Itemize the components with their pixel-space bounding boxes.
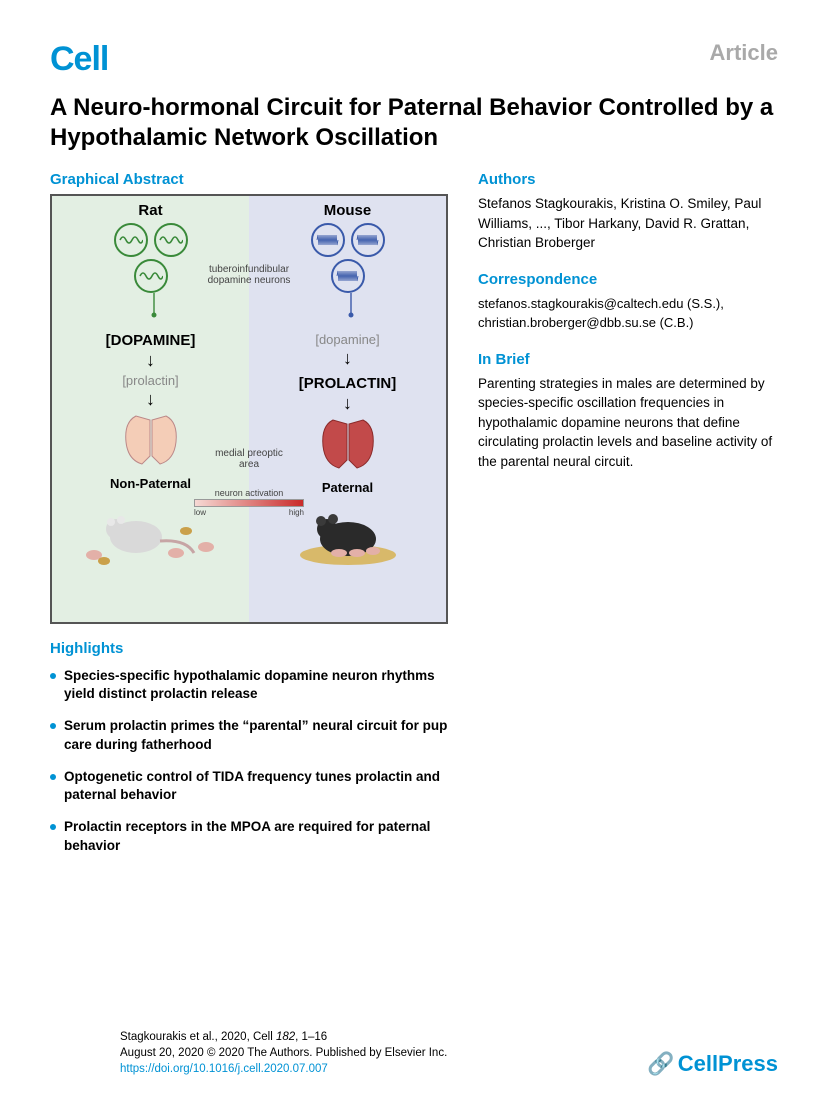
neuron-icon <box>351 223 385 257</box>
mouse-connector-icon <box>253 293 442 319</box>
main-columns: Graphical Abstract Rat [DOPAMINE] ↓ [pro… <box>50 171 778 869</box>
highlight-item: Optogenetic control of TIDA frequency tu… <box>50 768 450 804</box>
citation-pages: , 1–16 <box>295 1031 327 1043</box>
graphical-abstract-heading: Graphical Abstract <box>50 171 450 188</box>
authors-text: Stefanos Stagkourakis, Kristina O. Smile… <box>478 194 778 253</box>
graphical-abstract-figure: Rat [DOPAMINE] ↓ [prolactin] ↓ Non-Pater… <box>50 194 448 624</box>
gradient-bar-icon <box>194 499 304 507</box>
arrow-icon: ↓ <box>56 390 245 408</box>
highlight-item: Species-specific hypothalamic dopamine n… <box>50 667 450 703</box>
highlight-item: Prolactin receptors in the MPOA are requ… <box>50 818 450 854</box>
header: Cell Article <box>50 40 778 79</box>
gradient-low: low <box>194 508 206 517</box>
cellpress-text: CellPress <box>678 1051 778 1077</box>
article-title: A Neuro-hormonal Circuit for Paternal Be… <box>50 93 778 153</box>
in-brief-heading: In Brief <box>478 351 778 368</box>
arrow-icon: ↓ <box>56 351 245 369</box>
neuron-icon <box>154 223 188 257</box>
ga-mouse-label: Mouse <box>253 202 442 219</box>
mouse-neurons-row1 <box>253 223 442 257</box>
mouse-prolactin-label: [PROLACTIN] <box>253 375 442 392</box>
ga-rat-panel: Rat [DOPAMINE] ↓ [prolactin] ↓ Non-Pater… <box>52 196 249 622</box>
mouse-dopamine-label: [dopamine] <box>253 332 442 347</box>
neuron-icon <box>114 223 148 257</box>
left-column: Graphical Abstract Rat [DOPAMINE] ↓ [pro… <box>50 171 450 869</box>
neuron-icon <box>134 259 168 293</box>
highlights-list: Species-specific hypothalamic dopamine n… <box>50 667 450 855</box>
doi-link[interactable]: https://doi.org/10.1016/j.cell.2020.07.0… <box>120 1061 447 1077</box>
footer-citation: Stagkourakis et al., 2020, Cell 182, 1–1… <box>120 1029 447 1077</box>
journal-logo: Cell <box>50 40 108 79</box>
ga-neuron-annotation: tuberoinfundibular dopamine neurons <box>199 264 299 286</box>
cellpress-logo: 🔗 CellPress <box>647 1051 778 1077</box>
highlights-heading: Highlights <box>50 640 450 657</box>
citation-prefix: Stagkourakis et al., 2020, Cell <box>120 1031 276 1043</box>
neuron-icon <box>331 259 365 293</box>
neuron-icon <box>311 223 345 257</box>
article-type: Article <box>710 40 778 66</box>
citation-volume: 182 <box>276 1031 295 1043</box>
ga-activation-gradient: neuron activation low high <box>194 488 304 517</box>
rat-connector-icon <box>56 293 245 319</box>
authors-heading: Authors <box>478 171 778 188</box>
gradient-high: high <box>289 508 304 517</box>
arrow-icon: ↓ <box>253 394 442 412</box>
correspondence-email-1[interactable]: stefanos.stagkourakis@caltech.edu (S.S.)… <box>478 294 778 314</box>
ga-mouse-panel: Mouse [dopamine] ↓ [PROLACTIN] ↓ Paterna… <box>249 196 446 622</box>
highlights-section: Highlights Species-specific hypothalamic… <box>50 640 450 855</box>
correspondence-email-2[interactable]: christian.broberger@dbb.su.se (C.B.) <box>478 313 778 333</box>
rat-dopamine-label: [DOPAMINE] <box>56 332 245 349</box>
right-column: Authors Stefanos Stagkourakis, Kristina … <box>478 171 778 869</box>
arrow-icon: ↓ <box>253 349 442 367</box>
rat-prolactin-label: [prolactin] <box>56 373 245 388</box>
ga-rat-label: Rat <box>56 202 245 219</box>
link-icon: 🔗 <box>647 1051 674 1077</box>
correspondence-block: stefanos.stagkourakis@caltech.edu (S.S.)… <box>478 294 778 333</box>
rat-neurons-row1 <box>56 223 245 257</box>
activation-label: neuron activation <box>194 488 304 498</box>
correspondence-heading: Correspondence <box>478 271 778 288</box>
footer: Stagkourakis et al., 2020, Cell 182, 1–1… <box>120 1029 778 1077</box>
highlight-item: Serum prolactin primes the “parental” ne… <box>50 717 450 753</box>
citation-publine: August 20, 2020 © 2020 The Authors. Publ… <box>120 1045 447 1061</box>
in-brief-text: Parenting strategies in males are determ… <box>478 374 778 472</box>
ga-mpoa-annotation: medial preoptic area <box>209 448 289 470</box>
